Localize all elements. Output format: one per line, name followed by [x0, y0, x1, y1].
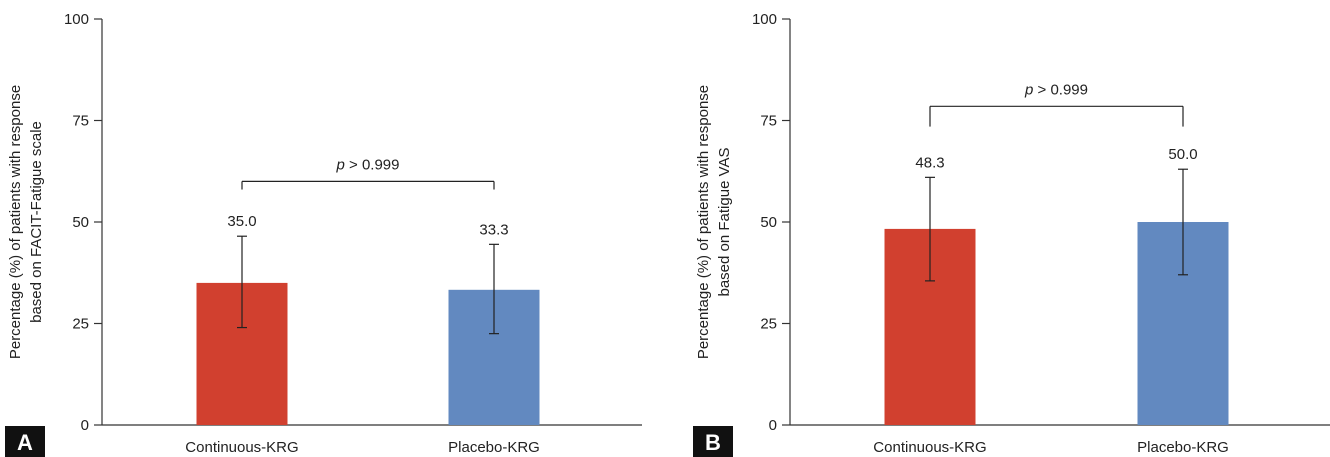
y-tick-label: 0	[769, 417, 777, 434]
p-value: > 0.999	[1033, 81, 1088, 98]
data-label: 35.0	[227, 213, 256, 230]
significance-label: p > 0.999	[1024, 81, 1088, 98]
panel-letter: A	[17, 430, 33, 455]
y-axis-title-line: based on FACIT-Fatigue scale	[28, 121, 45, 323]
panel-letter: B	[705, 430, 721, 455]
data-label: 50.0	[1168, 146, 1197, 163]
p-symbol: p	[336, 156, 345, 173]
x-category-label: Placebo-KRG	[1137, 439, 1229, 456]
chart-panel-a: 0 25 50 75 100 Percentage (%) of patients wit…	[5, 11, 642, 457]
y-axis-title-line: Percentage (%) of patients with response	[695, 85, 712, 359]
y-tick-label: 100	[64, 11, 89, 28]
y-tick-label: 0	[81, 417, 89, 434]
y-tick-label: 25	[72, 316, 89, 333]
y-tick-label: 50	[72, 214, 89, 231]
data-label: 48.3	[915, 154, 944, 171]
y-axis-title-line: Percentage (%) of patients with response	[7, 85, 24, 359]
y-tick-label: 75	[760, 113, 777, 130]
y-tick-label: 75	[72, 113, 89, 130]
y-tick-label: 50	[760, 214, 777, 231]
panel-badge	[693, 426, 733, 457]
x-category-label: Placebo-KRG	[448, 439, 540, 456]
p-value: > 0.999	[345, 156, 400, 173]
y-tick-label: 25	[760, 316, 777, 333]
x-category-label: Continuous-KRG	[873, 439, 986, 456]
y-tick-label: 100	[752, 11, 777, 28]
p-symbol: p	[1024, 81, 1033, 98]
significance-label: p > 0.999	[336, 156, 400, 173]
y-axis-title-line: based on Fatigue VAS	[716, 148, 733, 297]
data-label: 33.3	[479, 221, 508, 238]
x-category-label: Continuous-KRG	[185, 439, 298, 456]
chart-panel-b: 0 25 50 75 100 Percentage (%) of patients wit…	[693, 11, 1330, 457]
panel-badge	[5, 426, 45, 457]
